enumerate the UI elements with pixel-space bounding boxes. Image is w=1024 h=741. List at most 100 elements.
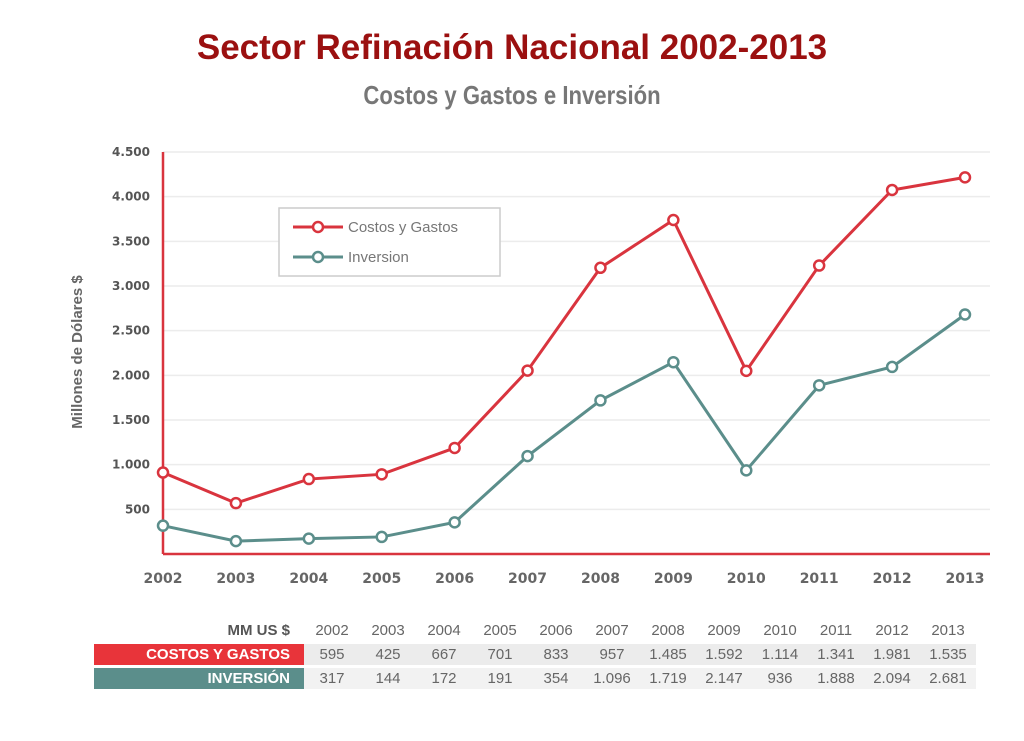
table-header-year: 2006 (539, 622, 573, 639)
table-cell: 172 (416, 668, 472, 689)
data-point (958, 171, 972, 184)
table-cell: 595 (304, 644, 360, 665)
data-point (302, 532, 316, 545)
x-tick-label: 2012 (873, 571, 912, 587)
series-line-1 (162, 313, 966, 543)
legend-label: Costos y Gastos (348, 219, 458, 236)
table-header-year: 2012 (875, 622, 909, 639)
table-header-row: MM US $ 2002 2003 2004 2005 2006 2007 2008 2009 2… (94, 620, 976, 641)
data-point (812, 259, 826, 272)
x-tick-label: 2007 (508, 571, 547, 587)
x-tick-label: 2008 (581, 571, 620, 587)
chart-subtitle: Costos y Gastos e Inversión (363, 80, 661, 110)
chart-title: Sector Refinación Nacional 2002-2013 (196, 28, 828, 67)
y-tick-label: 4.000 (112, 190, 150, 204)
data-point (156, 519, 170, 532)
table-row-label: INVERSIÓN (94, 668, 304, 689)
data-point (594, 394, 607, 407)
y-tick-label: 2.500 (112, 324, 150, 338)
table-header-year: 2010 (763, 622, 797, 639)
table-cell: 317 (304, 668, 360, 689)
table-cell: 1.096 (584, 668, 640, 689)
table-cell: 425 (360, 644, 416, 665)
data-point (521, 449, 534, 463)
table-cell: 1.485 (640, 644, 696, 665)
y-tick-label: 500 (125, 502, 150, 516)
table-cell: 936 (752, 668, 808, 689)
x-tick-label: 2004 (289, 571, 328, 587)
legend-label: Inversion (348, 249, 409, 266)
y-tick-label: 4.500 (112, 145, 150, 159)
x-tick-label: 2005 (362, 571, 401, 587)
table-row-label: COSTOS Y GASTOS (94, 644, 304, 665)
data-point (812, 379, 826, 392)
legend-marker (311, 250, 325, 264)
data-point (885, 183, 899, 197)
table-cell: 957 (584, 644, 640, 665)
x-tick-label: 2009 (654, 571, 693, 587)
table-header-year: 2005 (483, 622, 517, 639)
legend-box (278, 207, 501, 277)
y-tick-label: 1.000 (112, 458, 150, 472)
x-tick-label: 2013 (946, 571, 985, 587)
data-point (521, 364, 534, 377)
x-tick-label: 2002 (144, 571, 183, 587)
x-tick-label: 2006 (435, 571, 474, 587)
y-tick-label: 3.000 (112, 279, 150, 293)
y-tick-label: 1.500 (112, 413, 150, 427)
y-tick-label: 3.500 (112, 234, 150, 248)
data-table: MM US $ 2002 2003 2004 2005 2006 2007 2008 2009 2… (94, 617, 976, 692)
table-header-year: 2003 (371, 622, 405, 639)
data-point (740, 364, 753, 378)
data-point (375, 468, 388, 481)
table-header-label: MM US $ (227, 622, 290, 639)
data-point (302, 472, 316, 486)
data-point (594, 261, 607, 275)
data-point (667, 213, 680, 227)
table-header-year: 2007 (595, 622, 629, 639)
data-point (958, 308, 972, 321)
line-chart: 500 1.000 1.500 2.000 2.500 3.000 3.500 4.000 4.… (69, 145, 990, 587)
table-header-year: 2013 (931, 622, 965, 639)
table-cell: 144 (360, 668, 416, 689)
series-line-0 (162, 175, 966, 505)
x-tick-label: 2003 (216, 571, 255, 587)
data-point (229, 534, 243, 548)
data-point (229, 496, 243, 510)
table-cell: 1.719 (640, 668, 696, 689)
data-point (375, 530, 388, 544)
x-tick-label: 2011 (800, 571, 839, 587)
table-header-year: 2009 (707, 622, 741, 639)
y-tick-label: 2.000 (112, 368, 150, 382)
table-cell: 1.535 (920, 644, 976, 665)
data-point (448, 441, 461, 455)
table-cell: 1.981 (864, 644, 920, 665)
table-cell: 1.592 (696, 644, 752, 665)
table-cell: 191 (472, 668, 528, 689)
table-header-year: 2002 (315, 622, 349, 639)
table-cell: 2.681 (920, 668, 976, 689)
table-cell: 667 (416, 644, 472, 665)
data-point (740, 464, 753, 477)
table-cell: 2.147 (696, 668, 752, 689)
data-point (448, 516, 461, 529)
table-cell: 1.114 (752, 644, 808, 665)
x-tick-label: 2010 (727, 571, 766, 587)
table-cell: 833 (528, 644, 584, 665)
table-header-year: 2008 (651, 622, 685, 639)
data-point (885, 360, 899, 374)
table-cell: 701 (472, 644, 528, 665)
data-point (667, 355, 680, 369)
table-cell: 1.888 (808, 668, 864, 689)
legend-marker (311, 220, 325, 234)
data-point (156, 466, 170, 479)
table-header-year: 2011 (819, 622, 853, 639)
table-cell: 2.094 (864, 668, 920, 689)
table-header-year: 2004 (427, 622, 461, 639)
table-row: INVERSIÓN 317 144 172 191 354 1.096 1.719 2.147 9… (94, 668, 976, 689)
table-cell: 1.341 (808, 644, 864, 665)
table-row: COSTOS Y GASTOS 595 425 667 701 833 957 1.485 1.… (94, 644, 976, 665)
table-cell: 354 (528, 668, 584, 689)
y-axis-label: Millones de Dólares $ (69, 275, 86, 429)
